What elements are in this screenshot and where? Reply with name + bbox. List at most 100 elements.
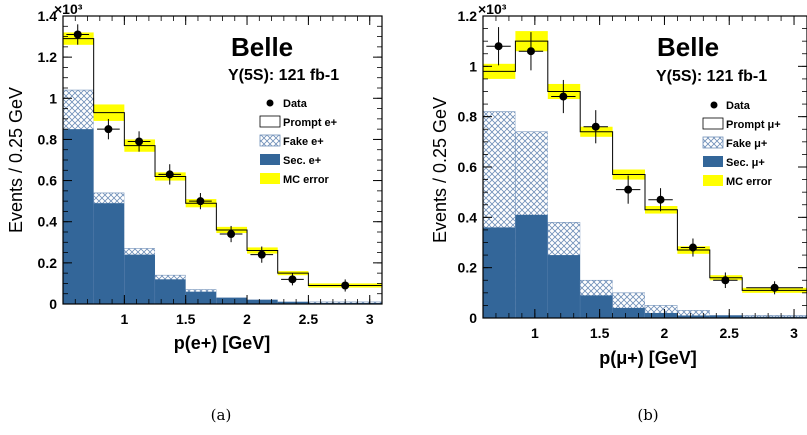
panel-a-legend-data-label: Data xyxy=(283,98,308,110)
panel-a-ytick-label: 0.8 xyxy=(38,131,58,147)
panel-b-prompt-bar xyxy=(709,277,743,318)
panel-b-axis-ticks: 0 0.2 0.4 0.6 0.8 1 1.2 1 1.5 2 2.5 3 xyxy=(458,8,807,341)
panel-a-ytick-label: 1.2 xyxy=(38,49,58,65)
panel-a-data-point xyxy=(165,170,174,179)
panel-a-sec-bar xyxy=(277,301,309,304)
panel-a-ytick-label: 0 xyxy=(49,296,57,312)
panel-a-x-axis-title: p(e+) [GeV] xyxy=(174,333,271,353)
panel-a-legend-mcerr-label: MC error xyxy=(283,174,330,186)
panel-a-sec-bar xyxy=(124,254,156,304)
panel-b-lumi-label: Υ(5S): 121 fb-1 xyxy=(656,68,767,85)
panel-b-ytick-label: 0.4 xyxy=(458,209,478,225)
panel-a-xtick-label: 1.5 xyxy=(176,311,196,327)
panel-a-prompt-bar xyxy=(185,203,217,304)
panel-b-x-axis-title: p(μ+) [GeV] xyxy=(599,348,697,368)
panel-b-data-point xyxy=(770,283,779,292)
panel-b-data-point xyxy=(721,276,730,285)
panel-b-prompt-bar xyxy=(645,209,678,318)
panel-a-ytick-label: 0.4 xyxy=(38,214,58,230)
panel-a-prompt-bar xyxy=(308,285,382,304)
panel-b-plot-layer xyxy=(482,27,807,319)
panel-a-prompt-bar xyxy=(216,229,248,304)
panel-b-data-point xyxy=(688,243,697,252)
panel-a-legend-fake-swatch xyxy=(259,134,281,147)
panel-a-lumi-label: Υ(5S): 121 fb-1 xyxy=(228,67,339,84)
panel-a-data-point xyxy=(104,125,113,134)
panel-b-belle-title: Belle xyxy=(657,32,719,62)
panel-a-data-point xyxy=(288,275,297,284)
panel-b-sec-bar xyxy=(742,316,807,318)
panel-a-ytick-label: 0.2 xyxy=(38,255,58,271)
panel-b-sec-bar xyxy=(580,295,613,318)
panel-a-xtick-label: 2.5 xyxy=(299,311,319,327)
panel-b-legend-prompt-label: Prompt μ+ xyxy=(726,119,781,131)
panel-a-legend-mcerr-swatch xyxy=(260,173,280,184)
panel-a-data-point xyxy=(257,250,266,259)
panel-a-legend-data-marker xyxy=(266,99,274,107)
panel-a-y-axis-title: Events / 0.25 GeV xyxy=(6,87,26,233)
panel-a-ytick-label: 1 xyxy=(49,90,57,106)
panel-a-data-point xyxy=(227,230,236,239)
panel-a-ytick-label: 0.6 xyxy=(38,173,58,189)
panel-b-ytick-label: 0.2 xyxy=(458,260,478,276)
panel-a-xtick-label: 2 xyxy=(243,311,251,327)
panel-b-legend-fake-swatch xyxy=(702,136,724,149)
panel-b-ytick-label: 0.8 xyxy=(458,109,478,125)
panel-b-legend-mcerr-swatch xyxy=(703,175,723,186)
chart-panel-a: 0 0.2 0.4 0.6 0.8 1 1.2 1.4 1 1.5 2 2.5 3 ×10³ Event… xyxy=(6,1,383,424)
panel-b-data-point xyxy=(494,42,503,51)
panel-b-data-point xyxy=(624,185,633,194)
panel-b-sec-bar xyxy=(515,214,548,318)
panel-a-sec-bar xyxy=(247,299,278,304)
panel-a-legend-fake-label: Fake e+ xyxy=(283,136,324,148)
panel-b-sec-bar xyxy=(645,312,678,318)
panel-b-sec-bar xyxy=(483,227,516,318)
panel-b-y-axis-title: Events / 0.25 GeV xyxy=(430,97,450,243)
panel-b-xtick-label: 3 xyxy=(790,325,798,341)
panel-a-data-point xyxy=(196,197,205,206)
panel-b-legend-prompt-swatch xyxy=(702,117,724,130)
panel-a-sec-bar xyxy=(63,129,94,304)
panel-b-xtick-label: 1 xyxy=(531,325,539,341)
panel-b-data-point xyxy=(526,47,535,56)
panel-b-legend-mcerr-label: MC error xyxy=(726,176,773,188)
panel-b-xtick-label: 1.5 xyxy=(590,325,610,341)
panel-b-legend-data-marker xyxy=(710,101,718,109)
panel-a-axis-ticks: 0 0.2 0.4 0.6 0.8 1 1.2 1.4 1 1.5 2 2.5 3 xyxy=(38,8,383,327)
panel-b-xtick-label: 2 xyxy=(661,325,669,341)
panel-a-sec-bar xyxy=(93,203,125,304)
panel-a-xtick-label: 3 xyxy=(366,311,374,327)
panel-b-sec-bar xyxy=(709,315,743,318)
panel-b-ytick-label: 1 xyxy=(469,58,477,74)
panel-a-data-point xyxy=(73,30,82,39)
chart-panel-b: 0 0.2 0.4 0.6 0.8 1 1.2 1 1.5 2 2.5 3 ×10³ Events /… xyxy=(430,1,807,424)
panel-a-legend-sec-label: Sec. e+ xyxy=(283,155,321,167)
panel-b-ytick-label: 1.2 xyxy=(458,8,478,24)
panel-a-legend: Data Prompt e+ Fake e+ Sec. e+ MC error xyxy=(259,98,337,186)
panel-a-prompt-bar xyxy=(247,250,278,304)
panel-a-data-point xyxy=(135,137,144,146)
panel-b-ytick-label: 0 xyxy=(469,310,477,326)
panel-b-legend: Data Prompt μ+ Fake μ+ Sec. μ+ MC error xyxy=(702,100,781,188)
panel-b-data-point xyxy=(656,195,665,204)
panel-a-legend-prompt-label: Prompt e+ xyxy=(283,117,337,129)
panel-b-sec-bar xyxy=(612,307,645,318)
panel-b-prompt-bar xyxy=(742,290,807,318)
panel-a-legend-prompt-swatch xyxy=(259,115,281,128)
panel-a-plot-layer xyxy=(62,24,383,305)
panel-b-sec-bar xyxy=(677,315,710,318)
panel-b-prompt-bar xyxy=(677,250,710,318)
panel-a-caption: (a) xyxy=(211,406,232,424)
panel-a-sec-bar xyxy=(185,291,217,304)
panel-b-data-point xyxy=(559,92,568,101)
panel-b-legend-fake-label: Fake μ+ xyxy=(726,138,767,150)
panel-a-ytick-label: 1.4 xyxy=(38,8,58,24)
panel-b-caption: (b) xyxy=(637,406,658,424)
panel-a-sec-bar xyxy=(216,297,248,304)
panel-a-legend-sec-swatch xyxy=(260,154,280,165)
panel-a-data-point xyxy=(341,281,350,290)
panel-b-legend-sec-swatch xyxy=(703,156,723,167)
panel-b-prompt-outline xyxy=(482,40,807,318)
panel-b-data-point xyxy=(591,122,600,131)
